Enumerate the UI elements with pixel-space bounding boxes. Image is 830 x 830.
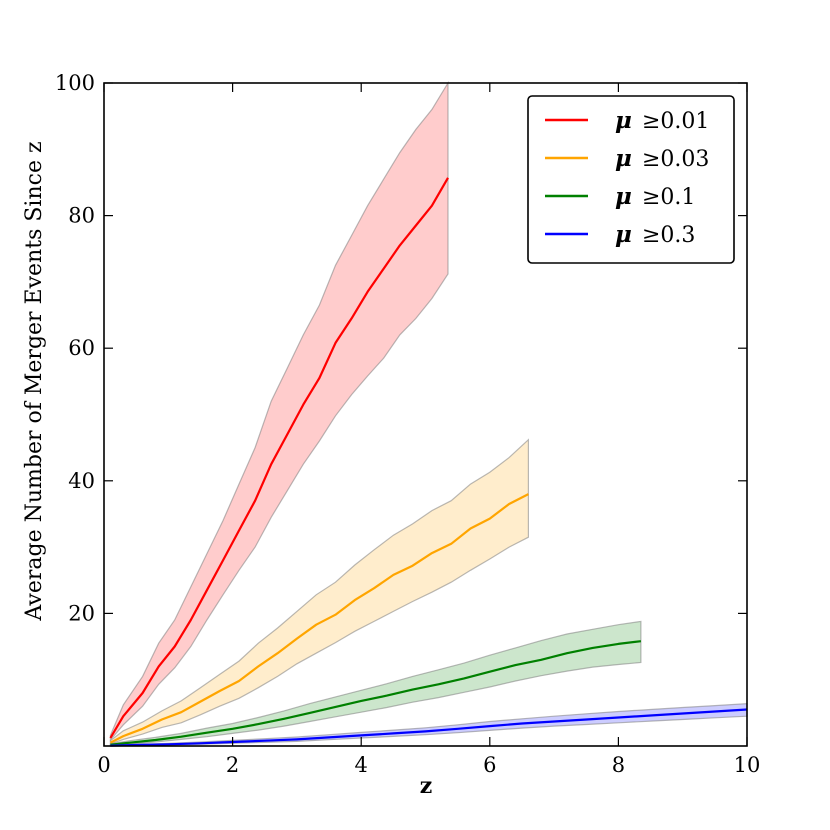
y-axis-title: Average Number of Merger Events Since z: [22, 141, 47, 621]
y-tick-label: 20: [68, 601, 95, 625]
x-tick-label: 0: [97, 753, 110, 777]
band-ge0-01: [109, 80, 449, 742]
x-tick-label: 2: [226, 753, 239, 777]
legend-symbol-ge0-03: μ: [615, 145, 632, 172]
tick-labels: 0 2 4 6 8 10 20 40 60 80 100: [55, 71, 760, 777]
legend-label-ge0-1: ≥0.1: [642, 185, 695, 210]
plot-border: [103, 82, 748, 747]
legend-label-ge0-01: ≥0.01: [642, 109, 709, 134]
y-tick-label: 40: [68, 469, 95, 493]
series-lines: [109, 177, 748, 747]
band-ge0-03: [109, 438, 530, 745]
legend-symbol-ge0-01: μ: [615, 107, 632, 134]
legend: μ ≥0.01 μ ≥0.03 μ ≥0.1 μ ≥0.3: [527, 95, 735, 264]
x-tick-label: 4: [355, 753, 368, 777]
legend-symbol-ge0-3: μ: [615, 221, 632, 248]
x-tick-label: 6: [483, 753, 496, 777]
y-tick-label: 100: [55, 71, 95, 95]
confidence-bands: [109, 80, 748, 747]
series-line-ge0-3: [110, 708, 748, 747]
legend-box: [527, 95, 735, 264]
legend-label-ge0-3: ≥0.3: [642, 223, 695, 248]
series-line-ge0-03: [109, 493, 529, 744]
x-tick-label: 10: [734, 753, 761, 777]
band-ge0-1: [109, 620, 642, 746]
x-tick-label: 8: [612, 753, 625, 777]
y-tick-label: 60: [68, 336, 95, 360]
plot-frame: [103, 82, 748, 747]
series-line-ge0-1: [110, 640, 642, 746]
legend-label-ge0-03: ≥0.03: [642, 147, 709, 172]
axis-ticks: [103, 82, 748, 746]
x-axis-title: z: [420, 773, 433, 799]
y-tick-label: 80: [68, 204, 95, 228]
series-line-ge0-01: [109, 177, 449, 739]
legend-symbol-ge0-1: μ: [615, 183, 632, 210]
